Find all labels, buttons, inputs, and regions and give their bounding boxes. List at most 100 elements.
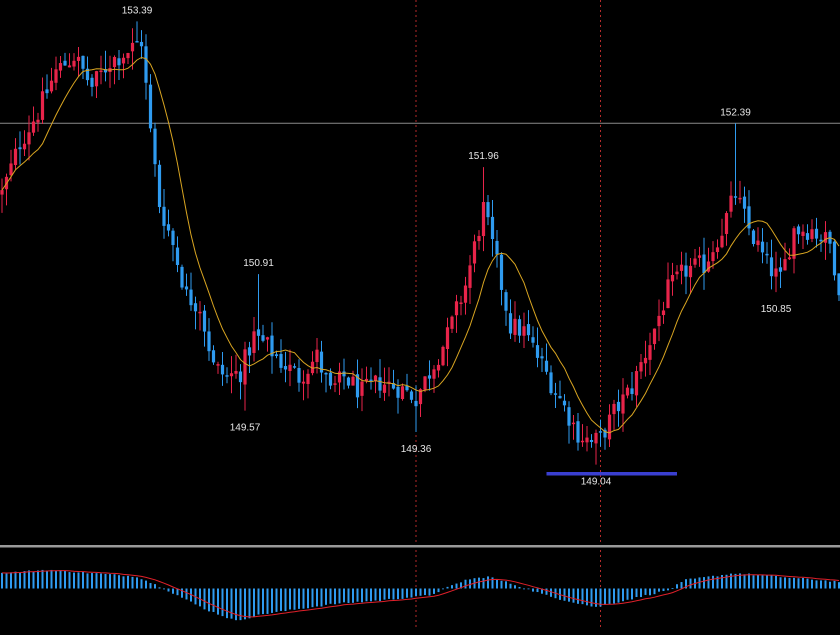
osc-bar-4	[19, 572, 21, 589]
candle-body-48	[216, 364, 220, 366]
osc-bar-135	[608, 588, 611, 604]
candle-body-85	[382, 384, 387, 393]
candle-body-122	[549, 372, 553, 394]
candle-body-119	[535, 345, 540, 358]
candle-body-37	[166, 224, 171, 231]
osc-bar-76	[343, 588, 345, 603]
candle-body-43	[193, 303, 198, 312]
osc-bar-54	[244, 588, 246, 620]
osc-bar-136	[613, 588, 615, 604]
osc-bar-1	[5, 573, 8, 589]
candle-body-175	[787, 257, 792, 260]
osc-bar-7	[32, 571, 35, 589]
candle-body-126	[567, 407, 571, 426]
candle-body-79	[355, 374, 360, 398]
osc-bar-47	[212, 588, 215, 612]
candle-body-179	[805, 233, 810, 240]
osc-bar-6	[28, 570, 30, 589]
osc-bar-69	[311, 588, 314, 608]
candle-body-10	[45, 89, 49, 94]
osc-bar-84	[379, 588, 381, 601]
candle-body-148	[666, 279, 670, 309]
candle-body-153	[688, 265, 693, 278]
osc-bar-58	[262, 588, 264, 615]
candle-body-117	[526, 324, 531, 336]
candle-body-71	[319, 351, 324, 373]
candle-body-28	[126, 52, 130, 59]
candle-body-15	[67, 65, 72, 68]
candle-body-168	[756, 240, 760, 246]
candle-body-18	[81, 55, 85, 69]
candle-body-99	[445, 327, 450, 349]
osc-bar-70	[316, 588, 318, 607]
candle-body-84	[378, 377, 382, 391]
osc-bar-63	[284, 588, 287, 612]
osc-bar-173	[779, 577, 782, 589]
osc-bar-34	[154, 584, 156, 589]
candle-body-82	[369, 379, 373, 382]
candle-body-89	[400, 386, 405, 400]
candle-body-49	[220, 364, 225, 375]
osc-bar-101	[455, 583, 458, 589]
candle-body-91	[409, 391, 414, 400]
candle-body-73	[328, 372, 333, 386]
price-label-1: 150.91	[243, 258, 274, 269]
osc-bar-3	[14, 571, 17, 589]
osc-bar-117	[527, 588, 530, 590]
osc-bar-95	[428, 588, 431, 596]
candle-body-156	[702, 254, 706, 274]
candle-body-170	[765, 253, 769, 256]
osc-bar-99	[446, 586, 449, 589]
osc-bar-168	[757, 574, 759, 589]
candle-body-7	[31, 121, 36, 133]
candle-body-38	[171, 230, 175, 246]
osc-bar-71	[320, 588, 323, 607]
candle-body-4	[18, 147, 22, 150]
candle-body-72	[324, 372, 328, 375]
osc-bar-175	[788, 577, 791, 589]
osc-bar-20	[91, 573, 93, 589]
osc-bar-12	[55, 570, 57, 589]
candle-body-102	[459, 302, 463, 304]
osc-bar-142	[640, 588, 642, 598]
osc-bar-153	[689, 578, 692, 589]
candle-body-64	[288, 364, 292, 372]
osc-bar-57	[257, 588, 260, 615]
candle-body-50	[225, 375, 229, 377]
candle-body-138	[621, 394, 625, 414]
candle-body-5	[22, 143, 27, 150]
osc-bar-66	[298, 588, 300, 609]
candle-body-162	[729, 195, 733, 212]
candle-body-144	[648, 345, 652, 360]
osc-bar-59	[266, 588, 269, 614]
candle-body-113	[508, 313, 513, 334]
candle-body-172	[774, 268, 778, 277]
candle-body-65	[292, 366, 297, 368]
osc-bar-186	[838, 582, 840, 589]
osc-bar-159	[716, 576, 719, 589]
candle-body-35	[157, 164, 162, 208]
candle-body-69	[310, 361, 315, 374]
osc-bar-9	[41, 569, 44, 589]
candle-body-124	[558, 395, 562, 399]
osc-bar-0	[1, 572, 3, 589]
candle-body-183	[823, 232, 828, 243]
candle-body-95	[427, 375, 432, 379]
osc-bar-141	[635, 588, 638, 598]
candle-body-19	[85, 68, 90, 81]
candle-body-165	[742, 196, 747, 209]
candle-body-26	[117, 58, 121, 66]
osc-bar-68	[307, 588, 309, 609]
candle-body-17	[76, 56, 81, 61]
osc-bar-178	[802, 577, 804, 589]
osc-bar-39	[176, 588, 179, 596]
candle-body-151	[679, 264, 684, 271]
osc-bar-116	[523, 588, 525, 590]
osc-bar-56	[253, 588, 255, 617]
candle-body-112	[504, 292, 508, 311]
candle-body-104	[468, 265, 472, 288]
osc-bar-72	[325, 588, 327, 605]
candle-body-76	[342, 371, 346, 377]
candle-body-77	[346, 377, 351, 386]
osc-bar-122	[550, 588, 552, 597]
